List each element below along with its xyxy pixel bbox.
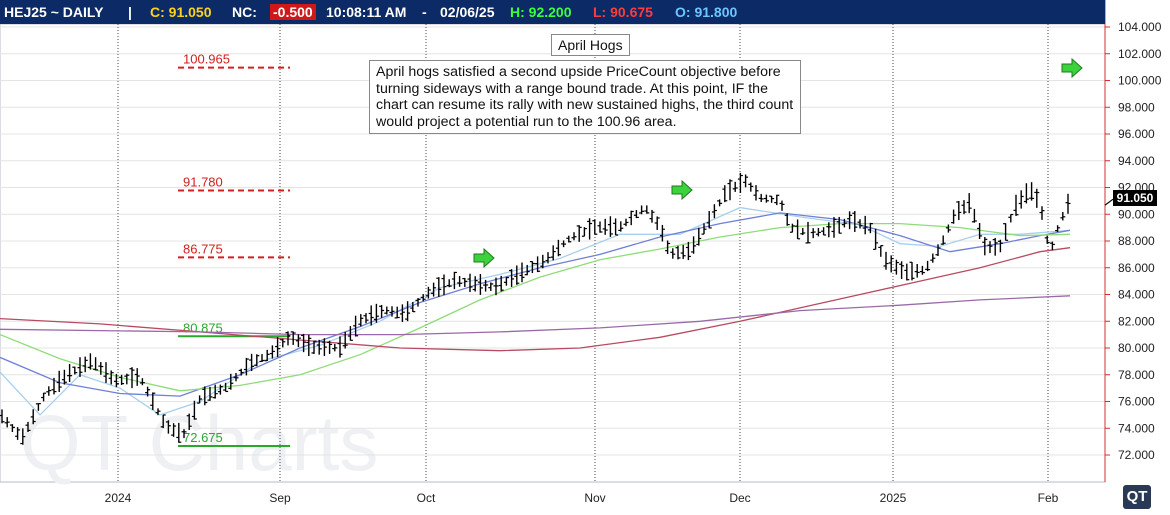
y-tick-label: 96.000 (1118, 127, 1155, 141)
y-tick-label: 74.000 (1118, 421, 1155, 435)
green-arrow-icon (1061, 57, 1083, 79)
x-tick-label: 2025 (880, 491, 907, 505)
objective-label: 100.965 (183, 52, 230, 67)
moving-average-dark-red (0, 247, 1071, 352)
green-arrow-icon (473, 247, 495, 269)
y-tick-label: 102.000 (1118, 47, 1162, 61)
y-tick-label: 78.000 (1118, 368, 1155, 382)
moving-average-purple (0, 295, 1071, 336)
y-tick-label: 94.000 (1118, 154, 1155, 168)
header-dash: - (422, 4, 427, 20)
chart-title: April Hogs (551, 34, 630, 56)
moving-average-green (0, 222, 1071, 392)
x-tick-label: Feb (1038, 491, 1059, 505)
y-tick-label: 100.000 (1118, 74, 1162, 88)
green-arrow-icon (671, 179, 693, 201)
qt-logo[interactable]: QT (1123, 485, 1151, 509)
close-value: C: 91.050 (150, 4, 212, 20)
time-label: 10:08:11 AM (326, 4, 407, 20)
moving-average-blue (0, 212, 1071, 397)
symbol-label: HEJ25 ~ DAILY (4, 4, 104, 20)
y-tick-label: 72.000 (1118, 448, 1155, 462)
x-tick-label: Nov (584, 491, 605, 505)
y-tick-label: 98.000 (1118, 100, 1155, 114)
net-change-value: -0.500 (270, 4, 316, 20)
x-tick-label: Oct (417, 491, 436, 505)
objective-label: 86.775 (183, 241, 223, 256)
y-tick-label: 82.000 (1118, 314, 1155, 328)
moving-average-light-blue (0, 206, 1071, 416)
watermark-text: QT Charts (20, 399, 378, 487)
y-tick-label: 104.000 (1118, 20, 1162, 34)
header-separator: | (128, 4, 132, 20)
open-value: O: 91.800 (675, 4, 738, 20)
y-tick-label: 90.000 (1118, 207, 1155, 221)
date-label: 02/06/25 (440, 4, 495, 20)
x-tick-label: 2024 (105, 491, 132, 505)
y-tick-label: 76.000 (1118, 395, 1155, 409)
nc-label: NC: (232, 4, 257, 20)
objective-label: 91.780 (183, 174, 223, 189)
y-tick-label: 84.000 (1118, 288, 1155, 302)
annotation-box: April hogs satisfied a second upside Pri… (369, 60, 801, 134)
quote-header: HEJ25 ~ DAILY | C: 91.050 NC: -0.500 10:… (0, 0, 1105, 24)
high-value: H: 92.200 (510, 4, 572, 20)
last-price-tag: 91.050 (1113, 190, 1157, 206)
y-tick-label: 80.000 (1118, 341, 1155, 355)
y-tick-label: 86.000 (1118, 261, 1155, 275)
x-tick-label: Sep (269, 491, 291, 505)
objective-label: 72.675 (183, 430, 223, 445)
low-value: L: 90.675 (593, 4, 653, 20)
x-tick-label: Dec (729, 491, 750, 505)
y-tick-label: 88.000 (1118, 234, 1155, 248)
last-price-pointer (1104, 198, 1114, 206)
